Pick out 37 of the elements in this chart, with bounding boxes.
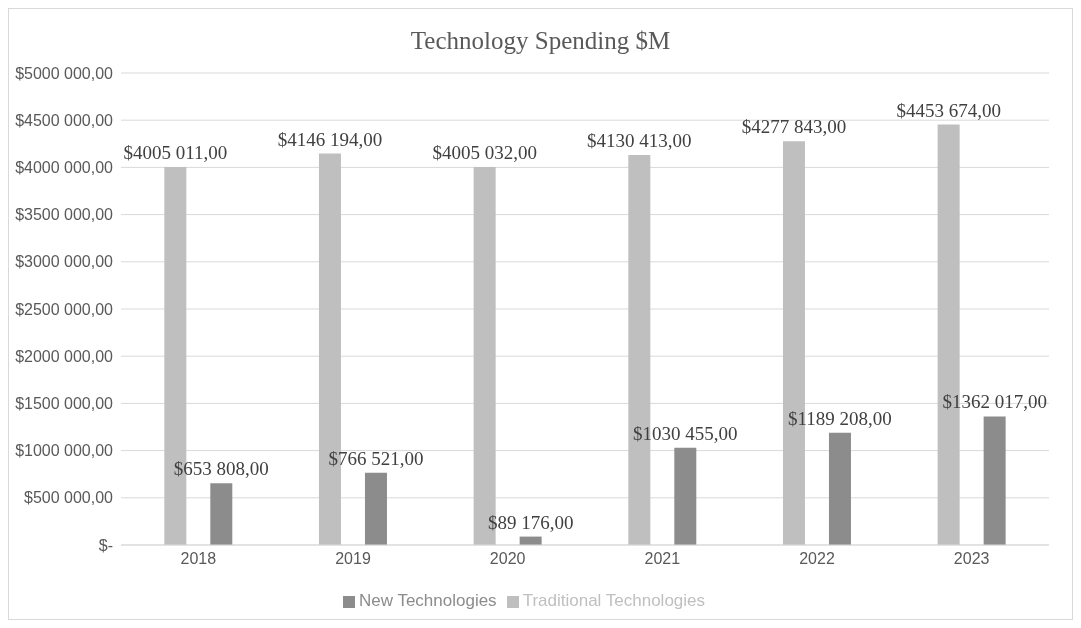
- y-tick-label: $-: [98, 536, 113, 554]
- bar: [364, 472, 387, 545]
- data-label: $4453 674,00: [896, 99, 1001, 121]
- data-label: $653 808,00: [173, 458, 269, 480]
- y-tick-label: $1500 000,00: [15, 395, 114, 413]
- x-tick-label: 2022: [799, 550, 835, 568]
- y-tick-label: $5000 000,00: [15, 64, 114, 82]
- y-tick-label: $4000 000,00: [15, 159, 114, 177]
- y-tick-label: $500 000,00: [24, 489, 114, 507]
- bar: [983, 416, 1006, 545]
- data-label: $4277 843,00: [741, 116, 847, 138]
- y-tick-label: $3500 000,00: [15, 206, 114, 224]
- y-tick-label: $1000 000,00: [15, 442, 114, 460]
- bar: [210, 483, 233, 545]
- chart-title: Technology Spending $M: [409, 27, 672, 56]
- y-tick-label: $2500 000,00: [15, 300, 114, 318]
- data-label: $4005 032,00: [432, 141, 537, 163]
- legend-label: Traditional Technologies: [522, 591, 706, 610]
- bar: [674, 447, 697, 545]
- x-tick-label: 2019: [335, 550, 371, 568]
- y-tick-label: $2000 000,00: [15, 347, 114, 365]
- y-tick-label: $4500 000,00: [15, 111, 114, 129]
- data-label: $1030 455,00: [633, 422, 738, 444]
- y-tick-label: $3000 000,00: [15, 253, 114, 271]
- bar: [828, 432, 851, 545]
- data-label: $766 521,00: [328, 447, 424, 469]
- x-tick-label: 2021: [644, 550, 681, 568]
- data-label: $89 176,00: [487, 511, 574, 533]
- x-tick-label: 2023: [953, 550, 990, 568]
- x-tick-label: 2020: [489, 550, 526, 568]
- data-label: $4130 413,00: [587, 130, 692, 152]
- data-label: $1362 017,00: [942, 391, 1047, 413]
- legend-label: New Technologies: [358, 591, 497, 610]
- x-tick-label: 2018: [180, 550, 217, 568]
- data-label: $4146 194,00: [277, 128, 383, 150]
- data-label: $4005 011,00: [123, 141, 228, 163]
- data-label: $1189 208,00: [788, 407, 892, 429]
